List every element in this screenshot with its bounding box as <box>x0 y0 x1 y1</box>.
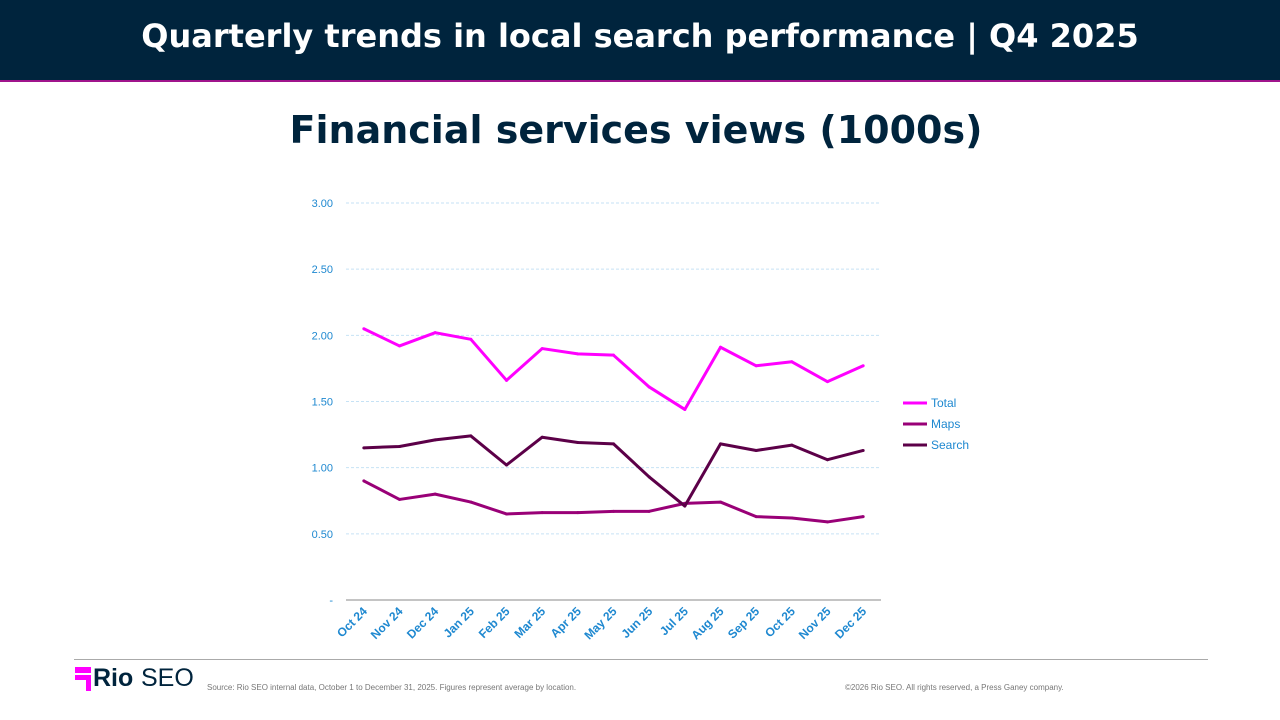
x-tick-label: Nov 24 <box>368 604 406 642</box>
data-point-maps <box>362 479 366 483</box>
data-point-total <box>683 407 687 411</box>
x-tick-label: Feb 25 <box>476 604 513 641</box>
x-tick-label: Aug 25 <box>688 604 726 642</box>
y-tick-label: 0.50 <box>312 529 333 541</box>
data-point-search <box>398 444 401 448</box>
header-banner: Quarterly trends in local search perform… <box>0 0 1280 82</box>
data-point-search <box>505 463 508 467</box>
x-tick-label: May 25 <box>581 604 619 642</box>
data-point-search <box>433 438 437 442</box>
data-point-total <box>754 364 758 368</box>
x-tick-label: Jun 25 <box>619 604 656 641</box>
data-point-maps <box>647 509 651 513</box>
data-point-search <box>612 442 615 446</box>
logo-rio: Rio <box>93 664 134 692</box>
x-tick-label: Jan 25 <box>441 604 478 641</box>
data-point-maps <box>433 492 437 496</box>
data-point-maps <box>719 500 722 504</box>
data-point-search <box>469 434 473 438</box>
data-point-maps <box>790 516 794 520</box>
data-point-total <box>861 364 865 368</box>
y-tick-label: 1.00 <box>312 463 333 475</box>
data-point-total <box>469 337 473 341</box>
data-point-total <box>433 331 437 335</box>
data-point-maps <box>469 500 473 504</box>
series-line-total <box>363 327 864 411</box>
data-point-maps <box>505 512 508 516</box>
x-tick-label: Jul 25 <box>657 604 691 638</box>
data-point-total <box>362 327 366 331</box>
y-tick-label: 2.50 <box>312 264 333 276</box>
data-point-search <box>647 475 651 479</box>
legend-label-maps: Maps <box>931 417 960 431</box>
x-tick-label: Sep 25 <box>725 604 762 641</box>
x-tick-label: Mar 25 <box>511 604 548 641</box>
x-tick-label: Dec 24 <box>404 604 441 641</box>
legend-label-search: Search <box>931 438 969 452</box>
data-point-maps <box>861 515 865 519</box>
y-tick-label: 3.00 <box>312 198 333 210</box>
data-point-maps <box>576 511 580 515</box>
data-point-total <box>790 360 794 364</box>
data-point-total <box>505 378 508 382</box>
data-point-total <box>647 385 651 389</box>
data-point-search <box>540 435 544 439</box>
data-point-maps <box>540 511 544 515</box>
data-point-search <box>790 443 794 447</box>
logo-seo: SEO <box>141 664 194 692</box>
data-point-total <box>612 353 615 357</box>
data-point-search <box>826 458 829 462</box>
y-tick-label: - <box>329 595 333 607</box>
x-tick-label: Oct 25 <box>762 604 798 640</box>
y-tick-label: 1.50 <box>312 397 333 409</box>
data-point-total <box>719 345 722 349</box>
copyright: ©2026 Rio SEO. All rights reserved, a Pr… <box>845 683 1064 692</box>
data-point-search <box>719 442 722 446</box>
data-point-maps <box>754 515 758 519</box>
x-tick-label: Apr 25 <box>548 604 585 641</box>
x-tick-label: Nov 25 <box>796 604 834 642</box>
x-tick-label: Oct 24 <box>334 604 370 640</box>
x-tick-label: Dec 25 <box>832 604 869 641</box>
y-tick-label: 2.00 <box>312 330 333 342</box>
data-point-maps <box>398 497 401 501</box>
data-point-total <box>540 347 544 351</box>
logo-mark-icon <box>75 667 91 691</box>
series-line-maps <box>363 479 864 524</box>
data-point-search <box>362 446 366 450</box>
footer-divider <box>74 659 1208 660</box>
data-point-maps <box>612 509 615 513</box>
data-point-maps <box>826 520 829 524</box>
data-point-total <box>398 344 401 348</box>
data-point-search <box>683 504 687 508</box>
header-title: Quarterly trends in local search perform… <box>141 17 1139 55</box>
chart-title: Financial services views (1000s) <box>289 108 983 152</box>
data-point-total <box>576 352 580 356</box>
data-point-search <box>576 441 580 445</box>
source-note: Source: Rio SEO internal data, October 1… <box>207 683 577 692</box>
data-point-total <box>826 380 829 384</box>
data-point-search <box>861 448 865 452</box>
data-point-search <box>754 448 758 452</box>
legend-label-total: Total <box>931 396 956 410</box>
